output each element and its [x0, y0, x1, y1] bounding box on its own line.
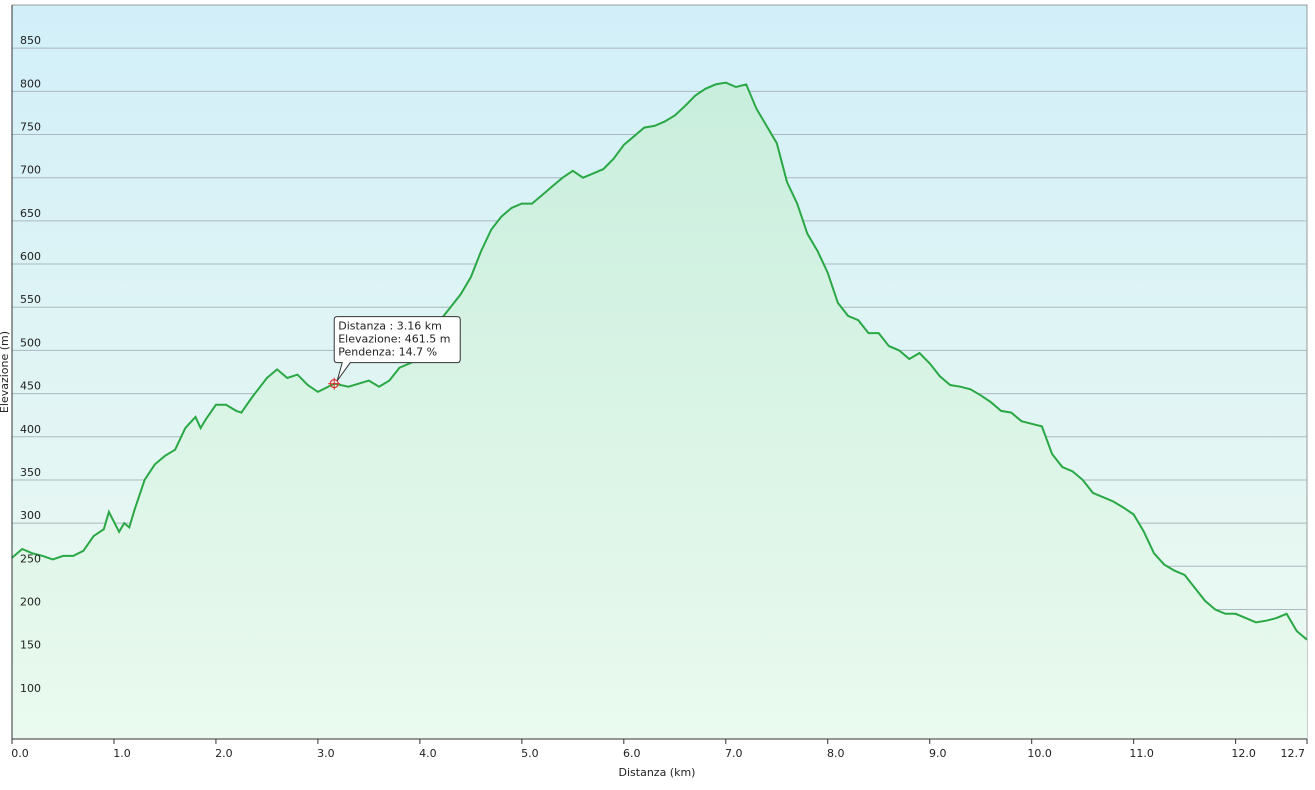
y-tick-label: 450	[20, 380, 41, 393]
area-fill	[12, 82, 1307, 739]
y-tick-label: 100	[20, 682, 41, 695]
y-tick-label: 650	[20, 207, 41, 220]
y-tick-label: 700	[20, 164, 41, 177]
y-axis-label: Elevazione (m)	[0, 331, 11, 413]
y-tick-label: 150	[20, 639, 41, 652]
tooltip-line: Pendenza: 14.7 %	[338, 346, 437, 359]
y-tick-label: 400	[20, 423, 41, 436]
x-tick-label: 2.0	[215, 747, 233, 760]
y-tick-label: 800	[20, 77, 41, 90]
y-tick-label: 500	[20, 336, 41, 349]
y-tick-label: 300	[20, 509, 41, 522]
y-tick-label: 600	[20, 250, 41, 263]
y-tick-label: 250	[20, 552, 41, 565]
x-tick-label: 9.0	[929, 747, 947, 760]
tooltip-line: Elevazione: 461.5 m	[338, 333, 450, 346]
y-tick-label: 750	[20, 121, 41, 134]
tooltip-line: Distanza : 3.16 km	[338, 320, 442, 333]
x-tick-label: 8.0	[827, 747, 845, 760]
x-axis-label: Distanza (km)	[619, 766, 696, 779]
x-tick-label: 5.0	[521, 747, 539, 760]
y-tick-label: 350	[20, 466, 41, 479]
x-tick-label: 4.0	[419, 747, 437, 760]
x-tick-label: 12.7	[1281, 747, 1306, 760]
x-tick-label: 7.0	[725, 747, 743, 760]
x-tick-label: 0.0	[11, 747, 29, 760]
y-tick-label: 550	[20, 293, 41, 306]
x-tick-label: 1.0	[113, 747, 131, 760]
x-tick-label: 6.0	[623, 747, 641, 760]
elevation-line	[11, 81, 1308, 641]
tooltip-box	[333, 316, 461, 381]
x-tick-label: 3.0	[317, 747, 335, 760]
y-tick-label: 850	[20, 34, 41, 47]
x-tick-label: 12.0	[1231, 747, 1256, 760]
x-tick-label: 10.0	[1027, 747, 1052, 760]
y-tick-label: 200	[20, 595, 41, 608]
x-tick-label: 11.0	[1129, 747, 1154, 760]
